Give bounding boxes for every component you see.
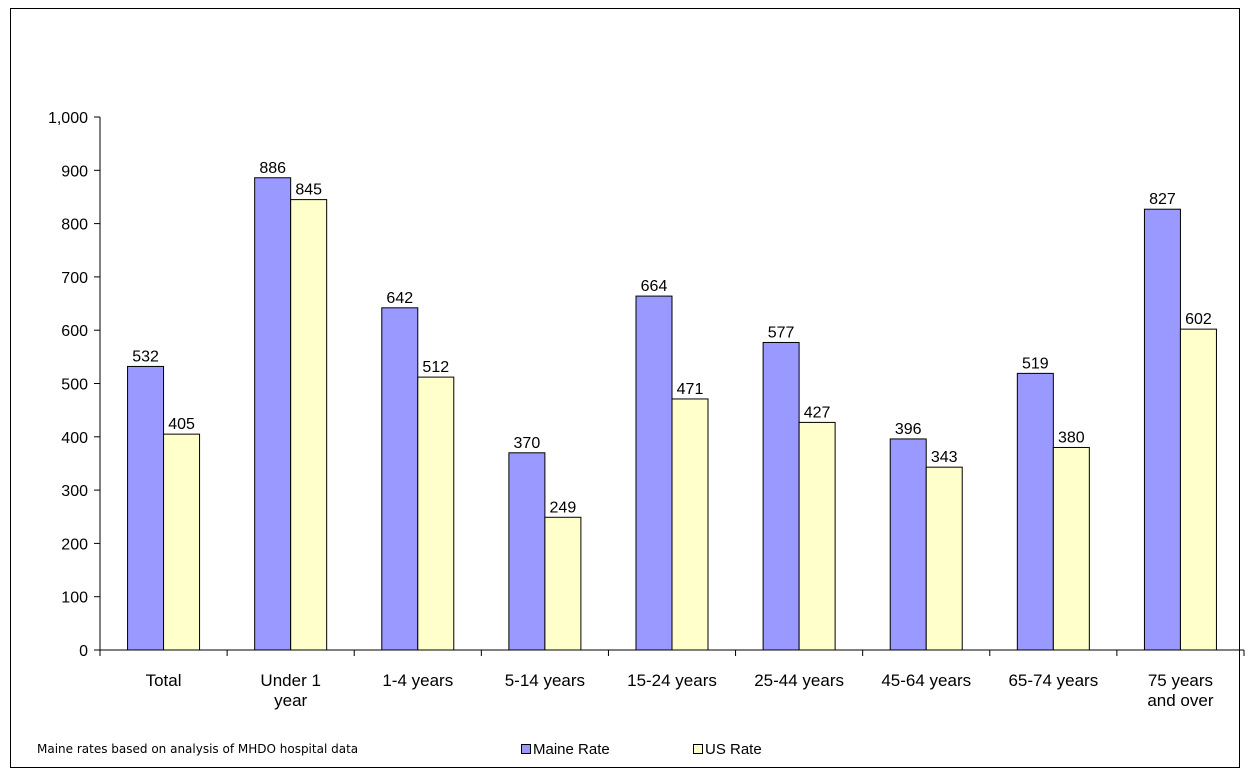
y-tick-label: 100	[61, 590, 88, 607]
data-label: 249	[550, 499, 577, 516]
bar-maine	[381, 307, 419, 651]
legend-swatch-maine	[521, 744, 531, 754]
data-label: 845	[295, 182, 322, 199]
y-tick-label: 1,000	[48, 110, 88, 127]
legend-label-maine: Maine Rate	[533, 740, 610, 758]
data-label: 532	[132, 348, 159, 365]
data-label: 405	[168, 416, 195, 433]
y-tick-label: 900	[61, 163, 88, 180]
legend-item-maine: Maine Rate	[521, 740, 610, 758]
x-tick-label: year	[274, 691, 307, 710]
x-tick-label: 65-74 years	[1008, 671, 1098, 690]
bar-maine	[635, 295, 673, 651]
data-label: 577	[768, 324, 795, 341]
y-tick-label: 700	[61, 270, 88, 287]
bar-us	[417, 376, 455, 651]
data-label: 396	[895, 421, 922, 438]
x-tick-label: 15-24 years	[627, 671, 717, 690]
x-tick-label: 1-4 years	[382, 671, 453, 690]
y-tick-label: 200	[61, 536, 88, 553]
bar-maine	[254, 177, 292, 651]
data-label: 602	[1185, 311, 1212, 328]
bar-us	[163, 433, 201, 651]
data-label: 471	[677, 381, 704, 398]
x-tick-label: and over	[1147, 691, 1213, 710]
x-tick-label: 5-14 years	[505, 671, 585, 690]
bar-maine	[127, 365, 165, 651]
x-tick-label: Under 1	[260, 671, 320, 690]
bar-us	[925, 466, 963, 651]
data-label: 343	[931, 449, 958, 466]
bar-us	[544, 516, 582, 651]
y-tick-label: 500	[61, 377, 88, 394]
bar-us	[798, 421, 836, 651]
data-label: 886	[259, 160, 286, 177]
data-label: 380	[1058, 429, 1085, 446]
bar-us	[1052, 446, 1090, 651]
bar-us	[671, 398, 709, 651]
data-label: 827	[1149, 191, 1176, 208]
source-note: Maine rates based on analysis of MHDO ho…	[37, 742, 359, 756]
y-tick-label: 400	[61, 430, 88, 447]
bar-maine	[762, 341, 800, 651]
data-label: 427	[804, 404, 831, 421]
bar-maine	[1016, 372, 1054, 651]
x-tick-label: 25-44 years	[754, 671, 844, 690]
y-tick-label: 300	[61, 483, 88, 500]
bar-us	[1179, 328, 1217, 651]
legend-swatch-us	[693, 744, 703, 754]
data-label: 664	[641, 278, 668, 295]
y-tick-label: 600	[61, 323, 88, 340]
x-tick-label: 45-64 years	[881, 671, 971, 690]
data-label: 512	[422, 359, 449, 376]
x-tick-label: Total	[146, 671, 182, 690]
data-label: 519	[1022, 355, 1049, 372]
data-label: 642	[386, 290, 413, 307]
data-label: 370	[514, 435, 541, 452]
y-tick-label: 0	[79, 643, 88, 660]
bar-maine	[508, 452, 546, 651]
y-tick-label: 800	[61, 217, 88, 234]
legend-item-us: US Rate	[693, 740, 762, 758]
bar-maine	[1143, 208, 1181, 651]
bar-us	[290, 199, 328, 651]
legend-label-us: US Rate	[705, 740, 762, 758]
x-tick-label: 75 years	[1148, 671, 1213, 690]
bar-maine	[889, 438, 927, 651]
